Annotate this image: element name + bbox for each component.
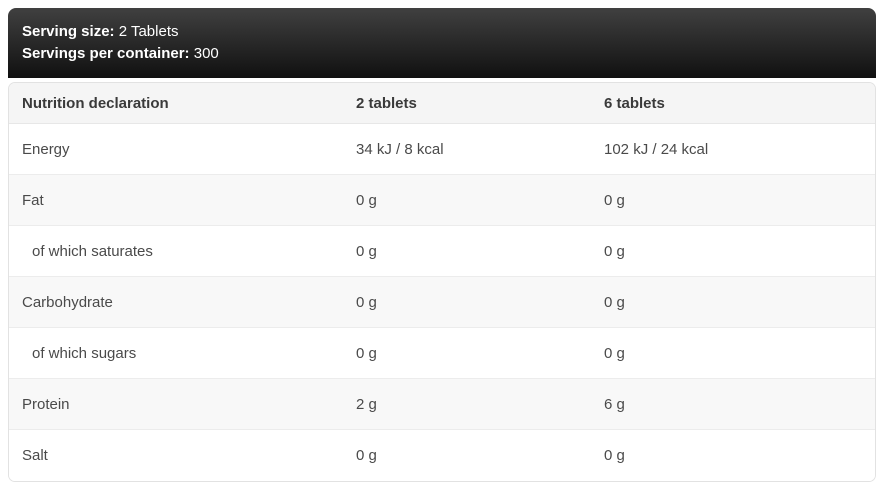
table-row: of which saturates 0 g 0 g bbox=[9, 226, 875, 277]
nutrition-table-body: Energy 34 kJ / 8 kcal 102 kJ / 24 kcal F… bbox=[9, 124, 875, 481]
nutrient-value-2-tablets: 2 g bbox=[356, 395, 377, 413]
table-row: Fat 0 g 0 g bbox=[9, 175, 875, 226]
nutrient-value-6-tablets: 0 g bbox=[604, 344, 625, 362]
nutrient-label: Fat bbox=[22, 191, 44, 209]
nutrient-value-2-tablets: 0 g bbox=[356, 242, 377, 260]
nutrient-label: Protein bbox=[22, 395, 70, 413]
serving-size-line: Serving size: 2 Tablets bbox=[22, 22, 876, 41]
nutrient-value-2-tablets: 0 g bbox=[356, 447, 377, 464]
nutrient-value-6-tablets: 0 g bbox=[604, 293, 625, 311]
nutrition-table: Nutrition declaration 2 tablets 6 tablet… bbox=[8, 82, 876, 482]
table-row: of which sugars 0 g 0 g bbox=[9, 328, 875, 379]
nutrient-value-6-tablets: 0 g bbox=[604, 242, 625, 260]
nutrient-value-2-tablets: 0 g bbox=[356, 293, 377, 311]
nutrient-value-6-tablets: 0 g bbox=[604, 447, 625, 464]
column-header-6-tablets: 6 tablets bbox=[604, 94, 665, 112]
nutrient-value-6-tablets: 102 kJ / 24 kcal bbox=[604, 140, 709, 158]
nutrient-label: Energy bbox=[22, 140, 70, 158]
nutrition-table-header-row: Nutrition declaration 2 tablets 6 tablet… bbox=[9, 83, 875, 124]
nutrient-label: of which sugars bbox=[32, 344, 137, 362]
servings-per-container-line: Servings per container: 300 bbox=[22, 45, 876, 63]
supplement-facts-panel: Serving size: 2 Tablets Servings per con… bbox=[0, 8, 885, 493]
servings-per-container-value: 300 bbox=[193, 45, 219, 62]
nutrient-value-2-tablets: 0 g bbox=[356, 344, 377, 362]
serving-info-header: Serving size: 2 Tablets Servings per con… bbox=[8, 8, 876, 78]
nutrient-value-2-tablets: 0 g bbox=[356, 191, 377, 209]
nutrient-label: Carbohydrate bbox=[22, 293, 113, 311]
serving-size-label: Serving size: bbox=[22, 22, 115, 40]
table-row: Salt 0 g 0 g bbox=[9, 430, 875, 481]
nutrient-label: Salt bbox=[22, 447, 48, 464]
nutrient-value-2-tablets: 34 kJ / 8 kcal bbox=[356, 140, 444, 158]
table-row: Energy 34 kJ / 8 kcal 102 kJ / 24 kcal bbox=[9, 124, 875, 175]
table-row: Carbohydrate 0 g 0 g bbox=[9, 277, 875, 328]
nutrient-value-6-tablets: 0 g bbox=[604, 191, 625, 209]
serving-size-value: 2 Tablets bbox=[118, 22, 179, 40]
column-header-2-tablets: 2 tablets bbox=[356, 94, 417, 112]
column-header-nutrition-declaration: Nutrition declaration bbox=[22, 94, 169, 112]
table-row: Protein 2 g 6 g bbox=[9, 379, 875, 430]
nutrient-label: of which saturates bbox=[32, 242, 153, 260]
nutrient-value-6-tablets: 6 g bbox=[604, 395, 625, 413]
servings-per-container-label: Servings per container: bbox=[22, 45, 190, 62]
